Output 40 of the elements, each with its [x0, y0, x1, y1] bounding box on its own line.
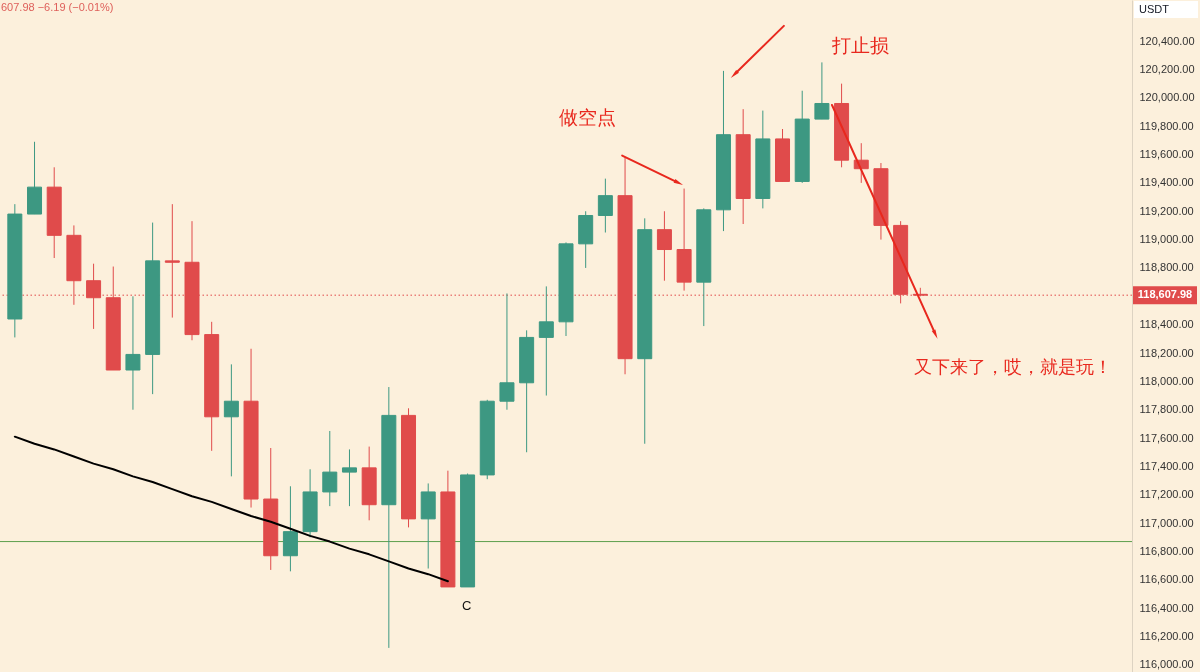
y-tick-label: 118,000.00 [1139, 374, 1194, 387]
y-tick-label: 120,200.00 [1139, 62, 1195, 75]
y-tick-label: 119,000.00 [1139, 233, 1194, 246]
annotation: C [462, 597, 472, 613]
ref-line-label: 118,607.98 [1137, 288, 1193, 301]
candlestick [86, 263, 102, 330]
annotation: 607.98 −6.19 (−0.01%) [1, 1, 114, 13]
y-tick-label: 116,400.00 [1139, 601, 1194, 614]
candlestick [499, 292, 515, 411]
y-tick-label: 117,200.00 [1139, 488, 1194, 501]
y-tick-label: 117,800.00 [1139, 403, 1194, 416]
y-tick-label: 117,600.00 [1139, 431, 1194, 444]
y-tick-label: 119,800.00 [1139, 119, 1194, 132]
y-tick-label: 117,400.00 [1139, 459, 1194, 472]
y-tick-label: 116,600.00 [1139, 573, 1194, 586]
y-tick-label: 119,600.00 [1139, 148, 1194, 161]
y-tick-label: 116,200.00 [1139, 630, 1194, 643]
y-tick-label: 118,200.00 [1139, 346, 1194, 359]
y-tick-label: 117,000.00 [1139, 516, 1194, 529]
y-tick-label: 119,400.00 [1139, 176, 1194, 189]
candlestick [125, 295, 141, 411]
candlestick [538, 285, 554, 397]
annotation: 打止损 [830, 35, 889, 56]
y-tick-label: 116,800.00 [1139, 544, 1194, 557]
annotation: 又下来了，哎，就是玩！ [914, 357, 1112, 377]
candlestick [814, 61, 830, 120]
y-tick-label: 119,200.00 [1139, 204, 1194, 217]
candlestick [223, 363, 239, 477]
annotation: 做空点 [558, 107, 616, 128]
candlestick [322, 430, 338, 507]
y-tick-label: 120,000.00 [1139, 91, 1195, 104]
line-series [13, 435, 449, 583]
candlestick [656, 210, 672, 282]
y-tick-label: 116,000.00 [1139, 658, 1194, 671]
y-tick-label: 118,800.00 [1139, 261, 1194, 274]
y-axis-title: USDT [1139, 2, 1170, 15]
y-tick-label: 118,400.00 [1139, 318, 1194, 331]
candlestick [597, 178, 613, 234]
y-tick-label: 120,400.00 [1139, 34, 1195, 47]
candlestick [341, 448, 357, 507]
